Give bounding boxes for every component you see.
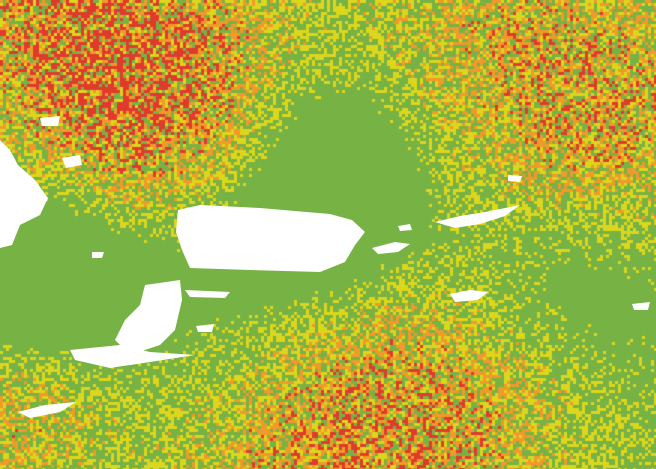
land-islet-east — [185, 290, 230, 298]
land-mona — [115, 280, 182, 355]
land-virgin-islands — [435, 205, 520, 228]
land-islet-south — [70, 345, 195, 368]
land-vieques — [372, 242, 410, 254]
land-islet-southwest — [18, 402, 76, 418]
land-culebra — [398, 224, 412, 231]
land-islet-far-east — [632, 302, 650, 310]
land-islet-small2 — [196, 324, 214, 332]
land-islet-small — [92, 252, 104, 258]
land-islet-nw — [40, 116, 60, 126]
land-st-croix — [450, 290, 488, 302]
land-islet-ne — [508, 175, 522, 182]
land-puerto-rico — [176, 205, 365, 272]
land-islet-north — [62, 155, 82, 168]
land-hispaniola-east — [0, 140, 48, 248]
